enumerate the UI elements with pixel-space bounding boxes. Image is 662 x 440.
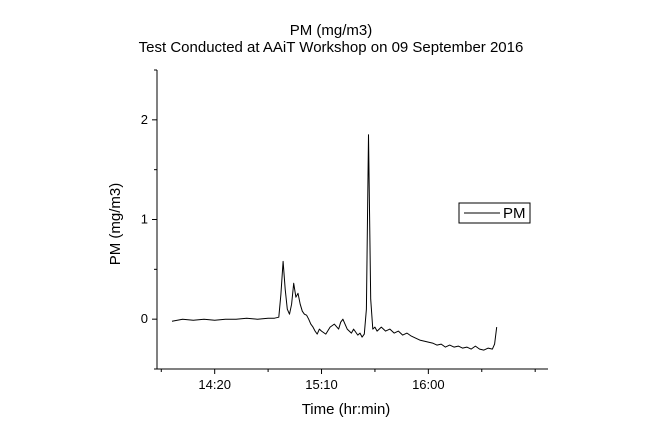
series-line-pm [171, 134, 498, 351]
y-tick-label: 0 [141, 311, 148, 326]
x-axis-label: Time (hr:min) [302, 401, 391, 418]
x-tick-label: 15:10 [305, 377, 338, 392]
y-tick-label: 2 [141, 112, 148, 127]
legend: PM [458, 202, 531, 224]
x-ticks: 14:20 15:10 16:00 [160, 369, 536, 392]
x-tick-label: 14:20 [198, 377, 231, 392]
x-tick-label: 16:00 [412, 377, 445, 392]
chart-title: PM (mg/m3) [289, 22, 373, 39]
y-tick-label: 1 [141, 212, 148, 227]
chart-subtitle: Test Conducted at AAiT Workshop on 09 Se… [138, 39, 524, 56]
y-ticks: 0 1 2 [141, 69, 157, 370]
legend-label-pm: PM [503, 205, 526, 222]
y-axis-label: PM (mg/m3) [107, 183, 124, 266]
series-layer [171, 134, 498, 351]
